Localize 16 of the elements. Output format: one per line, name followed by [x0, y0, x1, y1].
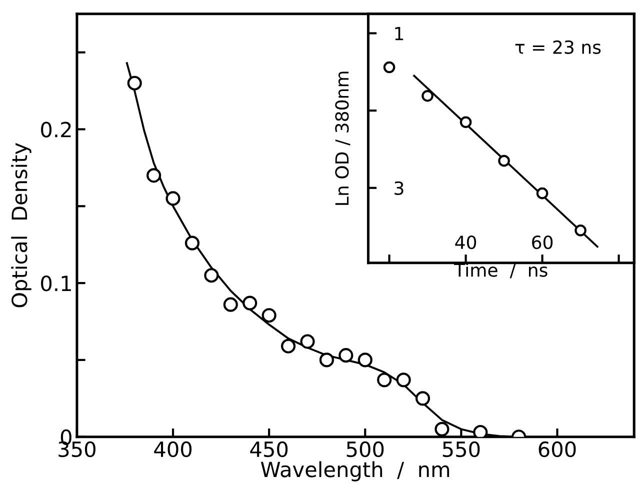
annotation: τ = 23 ns: [515, 40, 601, 54]
x-tick-label: 550: [442, 441, 480, 458]
y-axis-title: Ln OD / 380nm: [335, 72, 350, 205]
y-axis-title: Optical Density: [11, 142, 32, 308]
y-tick-label: 0.2: [41, 122, 71, 138]
x-tick-label: 40: [455, 235, 476, 250]
x-axis-title: Wavelength / nm: [260, 461, 450, 482]
y-tick-label: 1: [395, 26, 404, 40]
x-axis-title: Time / ns: [454, 262, 548, 278]
x-tick-label: 400: [154, 441, 192, 458]
y-tick-label: 3: [394, 181, 404, 196]
x-tick-label: 60: [532, 235, 553, 250]
x-tick-label: 500: [346, 441, 384, 458]
x-tick-label: 600: [538, 441, 576, 458]
y-tick-label: 0.1: [41, 276, 71, 292]
x-tick-label: 450: [250, 441, 288, 458]
